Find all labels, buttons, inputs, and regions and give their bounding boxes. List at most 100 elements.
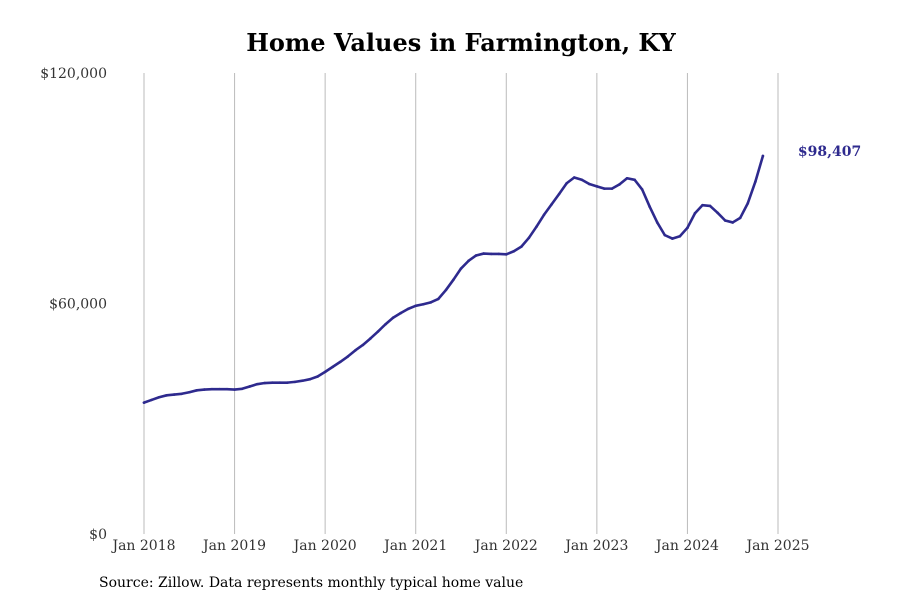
data-point: [150, 398, 153, 402]
data-point: [429, 301, 433, 304]
data-point: [293, 380, 297, 384]
data-point: [754, 180, 757, 184]
data-point: [255, 382, 259, 386]
data-point: [512, 249, 516, 253]
data-point: [580, 178, 584, 182]
data-point: [595, 185, 599, 188]
data-point: [421, 302, 425, 306]
data-point: [437, 297, 440, 301]
data-point: [648, 205, 651, 208]
data-point: [663, 233, 667, 237]
data-point: [723, 219, 727, 222]
data-point: [459, 267, 463, 270]
x-tick-label: Jan 2021: [382, 538, 447, 554]
data-point: [301, 379, 304, 383]
gridlines: [143, 73, 779, 534]
data-point: [610, 187, 614, 190]
data-point: [655, 221, 659, 224]
data-point: [731, 221, 735, 224]
data-point: [671, 237, 674, 240]
data-point: [572, 176, 576, 179]
data-point: [625, 176, 629, 180]
data-point: [701, 203, 704, 207]
x-tick-label: Jan 2024: [654, 538, 719, 554]
data-point: [708, 204, 712, 208]
data-point: [195, 389, 199, 392]
data-point: [557, 192, 561, 196]
x-tick-label: Jan 2018: [110, 538, 175, 554]
source-note: Source: Zillow. Data represents monthly …: [99, 575, 523, 591]
data-point: [640, 188, 644, 191]
data-point: [391, 316, 395, 320]
data-point: [542, 213, 546, 217]
data-point: [271, 381, 274, 384]
y-tick-label: $120,000: [40, 66, 107, 82]
y-axis: $0 $60,000 $120,000: [40, 66, 107, 543]
data-point: [210, 387, 214, 391]
x-axis: Jan 2018 Jan 2019 Jan 2020 Jan 2021 Jan 2022…: [110, 538, 809, 554]
data-point: [452, 278, 455, 281]
data-point: [618, 183, 621, 186]
data-point: [603, 187, 606, 190]
data-point: [323, 370, 327, 374]
data-point: [308, 377, 312, 381]
data-point: [354, 349, 357, 352]
data-point: [678, 234, 682, 238]
data-point: [240, 387, 244, 391]
data-point: [225, 387, 229, 391]
x-tick-label: Jan 2019: [201, 538, 266, 554]
x-tick-label: Jan 2023: [563, 538, 628, 554]
data-point: [746, 201, 750, 205]
data-point: [142, 401, 146, 404]
x-tick-label: Jan 2020: [292, 538, 357, 554]
data-point: [180, 392, 184, 396]
data-point: [187, 390, 191, 394]
x-tick-label: Jan 2022: [473, 538, 538, 554]
data-point: [535, 225, 538, 228]
y-tick-label: $60,000: [49, 297, 107, 313]
data-point: [738, 216, 742, 220]
series-group: $98,407: [142, 144, 861, 404]
data-point: [369, 337, 372, 340]
data-point: [716, 211, 719, 215]
data-point: [233, 388, 236, 391]
data-point: [527, 236, 531, 240]
data-point: [361, 343, 365, 347]
data-point: [278, 381, 282, 384]
data-point: [693, 211, 697, 215]
data-point: [444, 288, 448, 292]
data-point: [482, 252, 485, 255]
data-point: [414, 304, 418, 308]
data-point: [474, 254, 478, 257]
data-point: [504, 253, 508, 256]
data-point: [686, 226, 689, 230]
data-point: [588, 182, 591, 186]
end-value-label: $98,407: [798, 144, 861, 160]
data-point: [286, 381, 289, 384]
data-point: [157, 395, 161, 399]
data-point: [399, 311, 402, 315]
data-point: [633, 178, 636, 182]
data-point: [376, 330, 380, 333]
data-point: [172, 393, 176, 396]
x-tick-label: Jan 2025: [744, 538, 809, 554]
data-point: [218, 387, 221, 391]
data-point: [248, 385, 251, 388]
chart-title: Home Values in Farmington, KY: [246, 28, 676, 57]
data-point: [520, 245, 523, 248]
data-point: [384, 322, 387, 326]
data-point: [338, 360, 342, 364]
data-point: [467, 259, 470, 263]
data-point: [761, 154, 765, 158]
data-point: [406, 307, 410, 311]
data-point: [489, 252, 493, 256]
data-point: [346, 355, 350, 358]
data-point: [203, 388, 206, 391]
data-point: [565, 181, 568, 185]
data-point: [165, 394, 168, 397]
data-point: [550, 203, 553, 206]
data-point: [263, 381, 267, 385]
data-point: [316, 375, 319, 378]
data-point: [331, 365, 334, 369]
